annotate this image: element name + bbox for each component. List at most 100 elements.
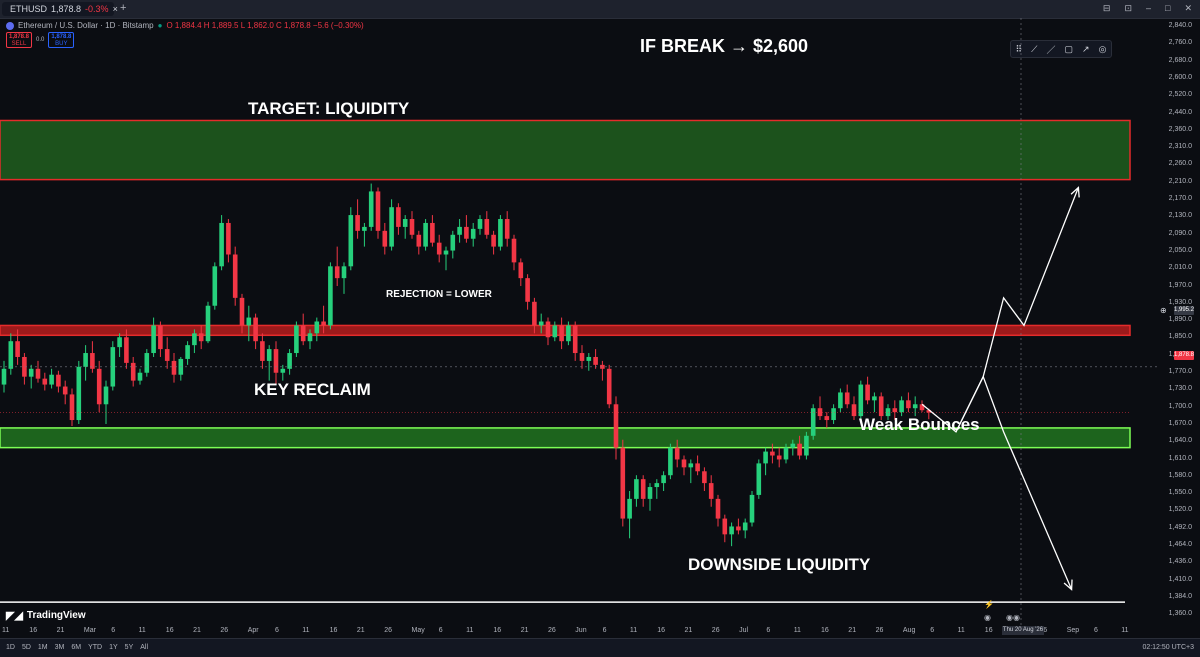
candle xyxy=(906,392,911,413)
candle-body xyxy=(423,222,428,247)
annotation-rejection: REJECTION = LOWER xyxy=(386,289,492,300)
zone-support[interactable] xyxy=(0,427,1131,449)
range-ytd[interactable]: YTD xyxy=(88,644,103,651)
time-tick-label: 6 xyxy=(111,627,116,634)
candle xyxy=(436,234,442,263)
candle xyxy=(715,494,721,527)
candle-body xyxy=(443,250,449,255)
range-5y[interactable]: 5Y xyxy=(124,644,134,651)
close-window-icon[interactable]: ✕ xyxy=(1184,3,1192,13)
symbol-tab[interactable]: ETHUSD 1,878.8 -0.3% × xyxy=(2,2,118,16)
candle-body xyxy=(362,226,367,231)
time-tick-label: 11 xyxy=(2,627,10,634)
tab-change: -0.3% xyxy=(85,4,109,14)
range-5d[interactable]: 5D xyxy=(21,644,31,651)
candle xyxy=(831,404,836,424)
sell-button[interactable]: 1,878.8 SELL xyxy=(6,32,32,48)
candle xyxy=(280,364,286,381)
candle xyxy=(212,262,218,310)
add-alert-icon[interactable]: ⊕ xyxy=(1160,306,1167,315)
candle xyxy=(253,313,258,350)
candle-body xyxy=(110,347,116,387)
candle-body xyxy=(470,228,476,239)
candle xyxy=(695,455,700,476)
candle xyxy=(402,215,408,239)
candle-body xyxy=(586,356,592,361)
range-1d[interactable]: 1D xyxy=(6,644,15,651)
candle-body xyxy=(484,219,490,235)
candle-body xyxy=(668,447,673,476)
annotation-target: TARGET: LIQUIDITY xyxy=(248,99,410,118)
candle xyxy=(368,183,374,231)
candle-body xyxy=(49,374,54,385)
layout-icon[interactable]: ⊟ xyxy=(1102,3,1111,13)
range-3m[interactable]: 3M xyxy=(54,644,65,651)
rectangle-icon[interactable]: ▢ xyxy=(1064,43,1073,54)
sell-label: SELL xyxy=(11,41,27,47)
candle xyxy=(593,349,598,369)
us-flag-icon[interactable]: ◉ xyxy=(984,613,991,622)
zone-target[interactable] xyxy=(0,119,1131,181)
tradingview-logo[interactable]: ◤◢ TradingView xyxy=(6,609,86,622)
candle xyxy=(117,333,122,357)
candle-body xyxy=(15,341,20,357)
candle xyxy=(919,400,925,413)
drag-handle-icon[interactable]: ⠿ xyxy=(1015,43,1023,54)
price-tick-label: 1,930.0 xyxy=(1168,298,1192,306)
candle-body xyxy=(287,353,292,369)
candle xyxy=(722,514,728,543)
candle-body xyxy=(559,325,564,342)
candle-body xyxy=(756,463,762,495)
events-icon[interactable]: ◉◉ xyxy=(1006,613,1020,622)
candle xyxy=(661,471,666,491)
candle xyxy=(416,230,422,255)
candle-body xyxy=(246,317,252,326)
drawing-toolbox: ⠿ ⟋ ／ ▢ ↗ ◎ xyxy=(1010,40,1112,58)
candle-body xyxy=(810,408,816,436)
candle xyxy=(872,392,877,413)
price-tick-label: 1,730.0 xyxy=(1168,385,1192,393)
candle-body xyxy=(634,479,639,499)
add-tab-icon[interactable]: + xyxy=(120,2,127,14)
buy-button[interactable]: 1,878.8 BUY xyxy=(48,32,75,48)
zone-resistance[interactable] xyxy=(0,324,1131,337)
candle xyxy=(702,467,707,491)
candle xyxy=(362,222,367,247)
time-tick-label: 16 xyxy=(984,627,993,634)
price-tick-label: 2,170.0 xyxy=(1168,195,1192,202)
candle-body xyxy=(464,226,469,239)
minimize-icon[interactable]: – xyxy=(1146,3,1152,13)
range-6m[interactable]: 6M xyxy=(71,644,82,651)
utc-clock[interactable]: 02:12:50 UTC+3 xyxy=(1142,644,1194,651)
range-all[interactable]: All xyxy=(140,644,149,651)
tradingview-logo-icon: ◤◢ xyxy=(6,610,23,622)
settings-icon[interactable]: ◎ xyxy=(1098,43,1107,54)
candle-body xyxy=(219,222,224,267)
lightning-icon[interactable]: ⚡ xyxy=(984,600,994,609)
time-tick-label: 21 xyxy=(848,627,857,634)
time-tick-label: 21 xyxy=(56,627,65,634)
close-tab-icon[interactable]: × xyxy=(112,4,118,14)
candle xyxy=(851,396,857,421)
time-tick-label: 11 xyxy=(629,627,638,634)
candle xyxy=(654,479,660,499)
trend-angle-icon[interactable]: ⟋ xyxy=(1031,43,1038,54)
candle xyxy=(525,274,530,310)
restore-icon[interactable]: ⊡ xyxy=(1124,3,1132,13)
time-tick-label: 26 xyxy=(220,627,229,634)
candle xyxy=(477,215,483,235)
legend-symbol[interactable]: Ethereum / U.S. Dollar · 1D · Bitstamp xyxy=(18,21,154,30)
candle xyxy=(69,388,75,426)
candle xyxy=(96,360,102,413)
trend-line-icon[interactable]: ／ xyxy=(1046,44,1056,55)
price-tick-label: 2,090.0 xyxy=(1168,229,1192,237)
arrow-icon[interactable]: ↗ xyxy=(1082,43,1090,54)
range-1m[interactable]: 1M xyxy=(37,644,48,651)
candle xyxy=(130,356,136,387)
candle-body xyxy=(171,360,177,375)
candle xyxy=(776,447,782,468)
candle xyxy=(192,329,197,354)
maximize-icon[interactable]: □ xyxy=(1165,3,1171,13)
range-1y[interactable]: 1Y xyxy=(109,644,118,651)
